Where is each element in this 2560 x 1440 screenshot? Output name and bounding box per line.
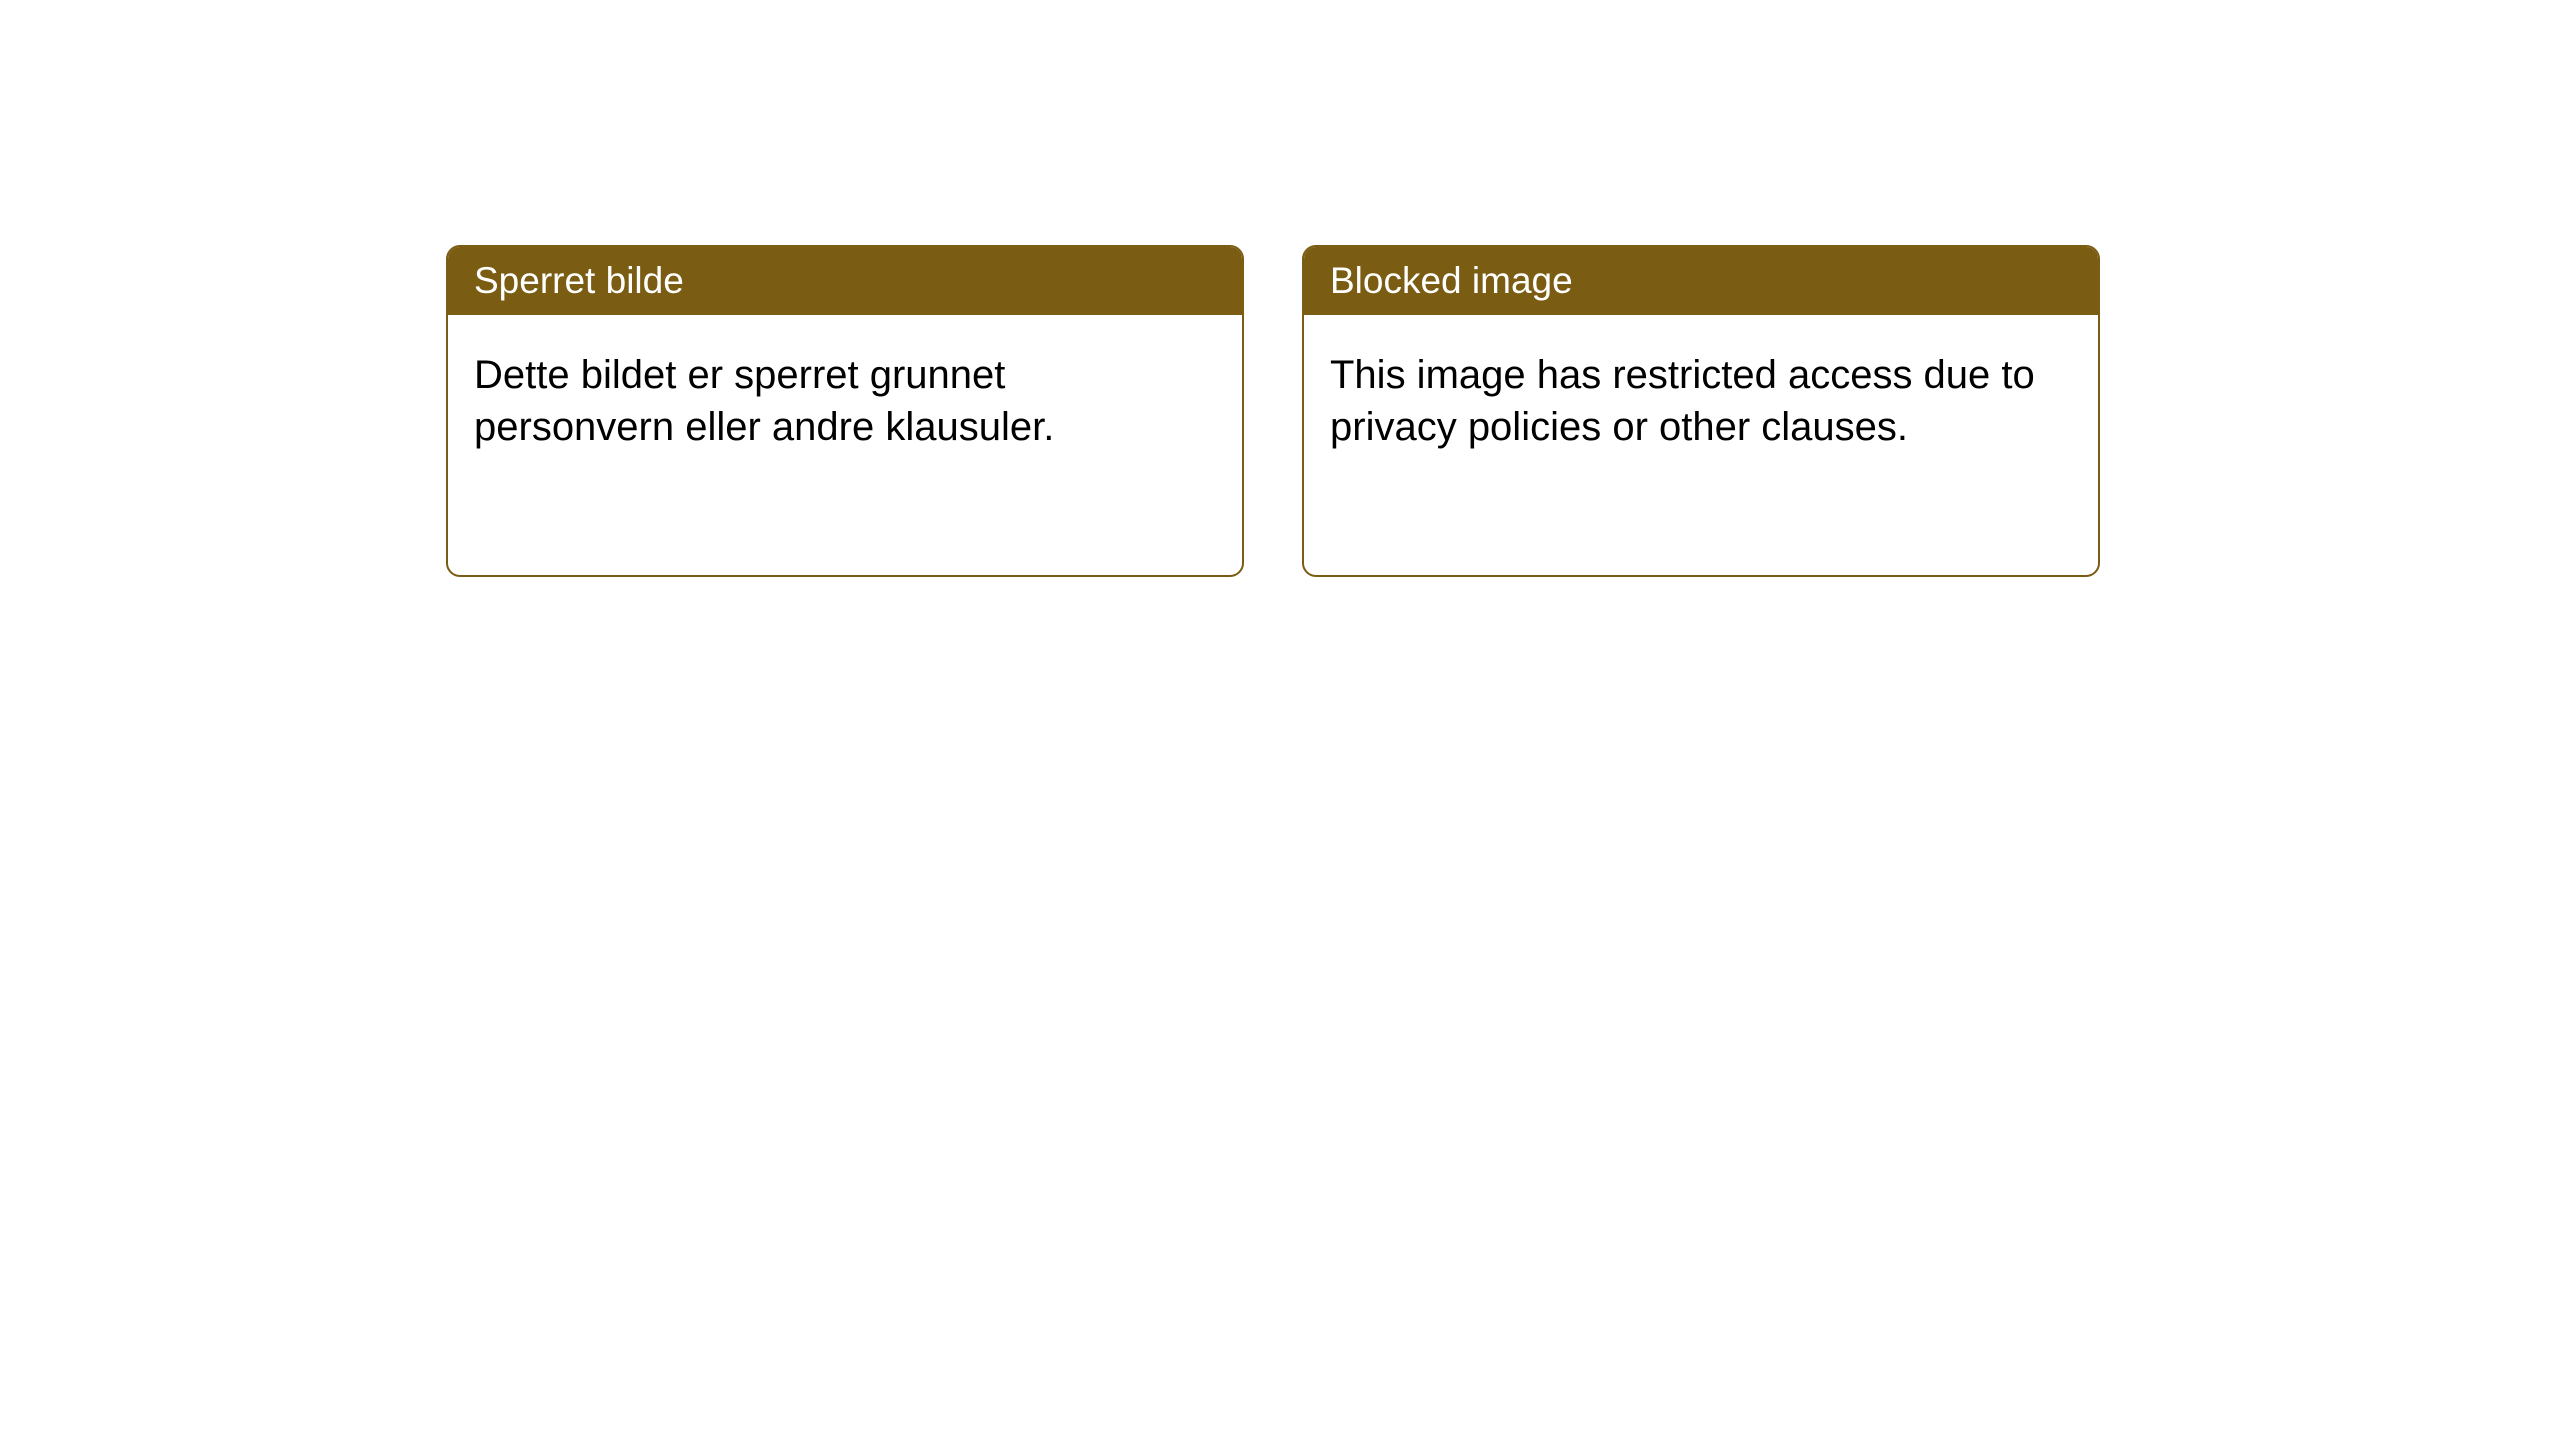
notice-card-english: Blocked image This image has restricted … [1302, 245, 2100, 577]
notice-card-body: This image has restricted access due to … [1304, 315, 2098, 479]
notice-cards-container: Sperret bilde Dette bildet er sperret gr… [446, 245, 2100, 577]
notice-card-title: Blocked image [1304, 247, 2098, 315]
notice-card-title: Sperret bilde [448, 247, 1242, 315]
notice-card-body: Dette bildet er sperret grunnet personve… [448, 315, 1242, 479]
notice-card-norwegian: Sperret bilde Dette bildet er sperret gr… [446, 245, 1244, 577]
